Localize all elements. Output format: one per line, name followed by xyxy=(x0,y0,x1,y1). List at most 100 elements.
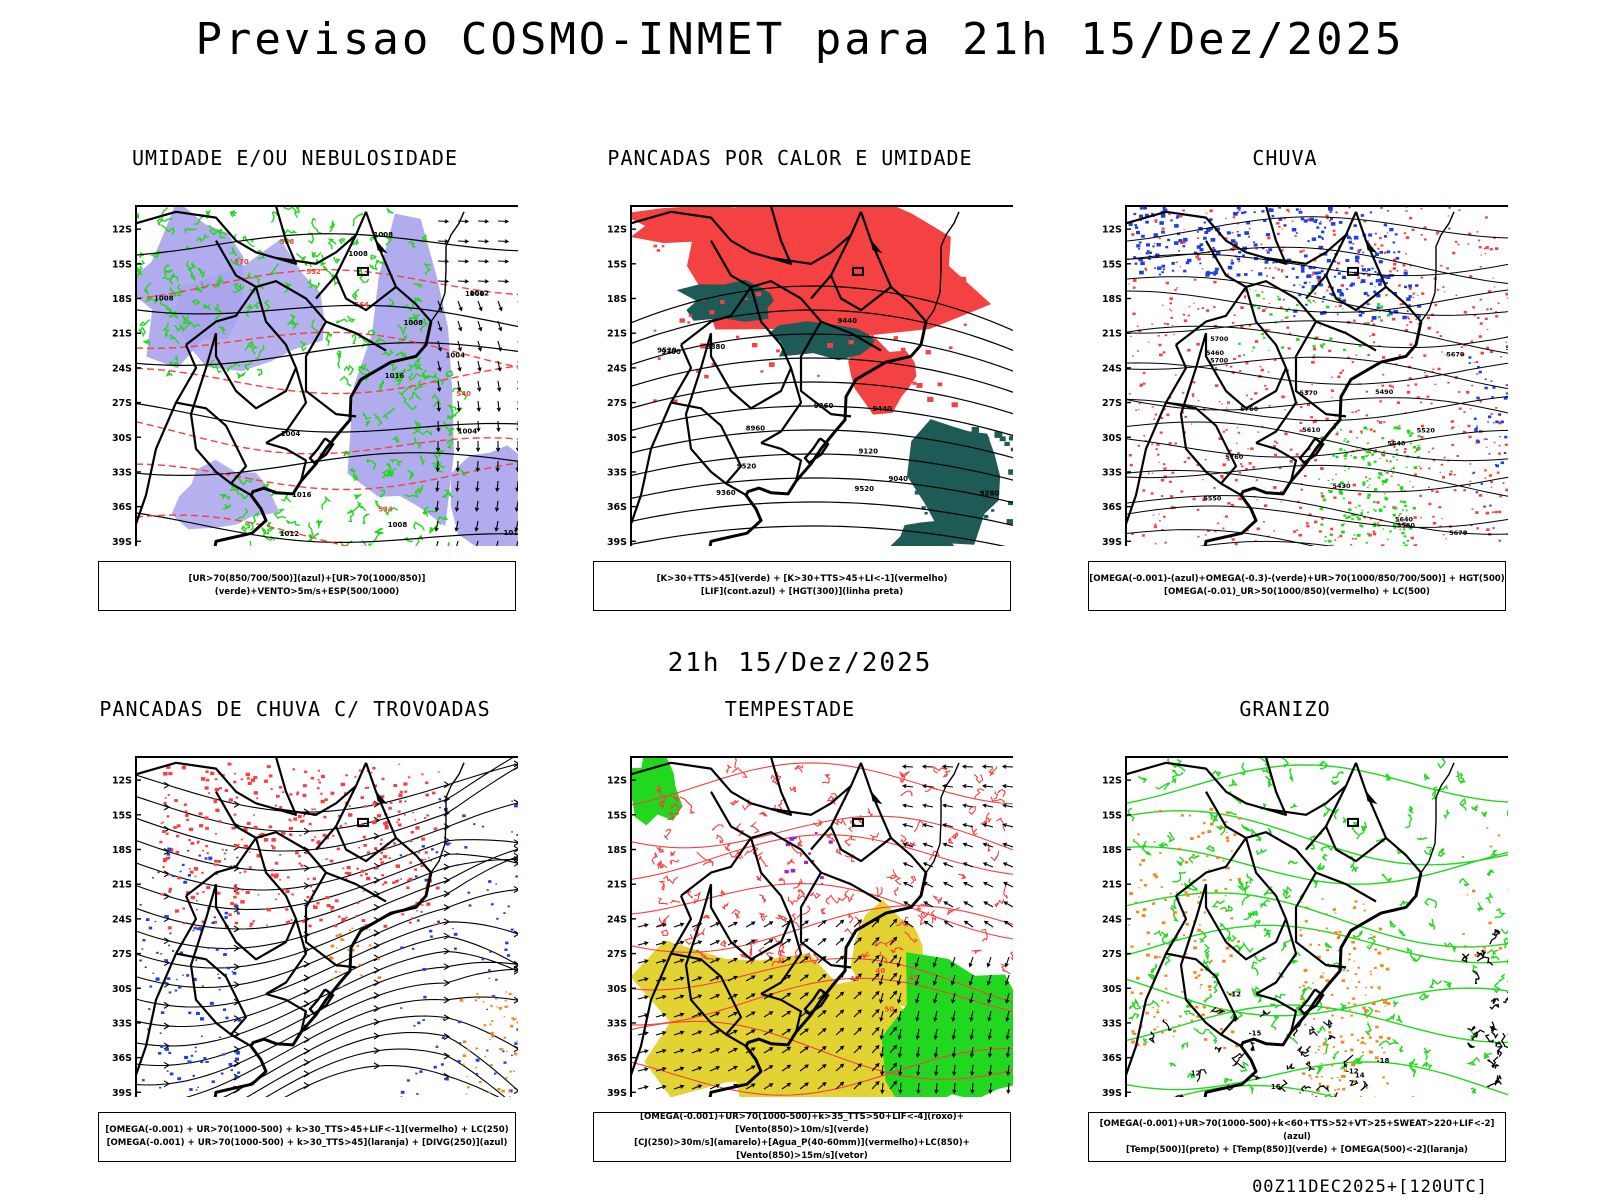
field-cell xyxy=(1210,959,1213,962)
field-cell xyxy=(1497,834,1501,837)
wind-vector xyxy=(496,400,501,413)
field-cell xyxy=(1373,460,1377,463)
field-cell xyxy=(318,847,321,849)
field-cell xyxy=(1486,308,1489,311)
field-cell xyxy=(1320,344,1324,347)
field-cell xyxy=(224,858,226,860)
field-cell xyxy=(1157,266,1162,270)
field-cell xyxy=(1498,510,1502,514)
field-cell xyxy=(1378,279,1383,283)
field-cell xyxy=(1316,275,1321,280)
field-cell xyxy=(183,880,188,884)
border-line xyxy=(1165,952,1242,1048)
field-cell xyxy=(389,801,393,804)
contour-line xyxy=(1356,826,1365,840)
wind-vector xyxy=(1002,881,1013,888)
field-cell xyxy=(1477,239,1481,242)
contour-line xyxy=(250,238,256,243)
field-cell xyxy=(1320,436,1324,439)
contour-line xyxy=(222,503,232,510)
field-cell xyxy=(1164,974,1168,977)
contour-line xyxy=(1172,1084,1338,1097)
contour-line xyxy=(1227,934,1237,943)
contour-label: 552 xyxy=(306,268,321,276)
field-cell xyxy=(916,383,923,388)
field-cell xyxy=(1254,392,1258,395)
contour-line xyxy=(1502,991,1508,1004)
field-cell xyxy=(228,798,233,802)
field-cell xyxy=(1280,249,1284,252)
lat-label: 12S xyxy=(607,776,627,787)
field-cell xyxy=(1318,222,1322,225)
field-cell xyxy=(1458,407,1462,410)
lat-label: 15S xyxy=(112,259,132,270)
field-cell xyxy=(873,315,880,321)
wind-vector xyxy=(457,279,470,284)
field-cell xyxy=(1321,300,1324,303)
streamline-arrow xyxy=(373,966,381,974)
field-cell xyxy=(399,800,402,803)
field-cell xyxy=(1405,505,1408,507)
field-cell xyxy=(439,806,441,809)
contour-line xyxy=(899,770,910,779)
contour-line xyxy=(735,851,742,860)
field-cell xyxy=(1307,292,1309,294)
field-cell xyxy=(1178,239,1183,243)
streamline-arrow xyxy=(513,960,518,968)
wind-vector xyxy=(476,400,481,413)
field-cell xyxy=(1389,460,1392,463)
field-cell xyxy=(1311,285,1317,289)
field-cell xyxy=(1273,486,1277,489)
field-cell xyxy=(440,1063,444,1066)
field-cell xyxy=(356,867,359,870)
field-cell xyxy=(1320,467,1324,470)
field-cell xyxy=(1268,329,1271,331)
streamline xyxy=(136,848,518,950)
field-cell xyxy=(1220,438,1223,440)
field-cell xyxy=(403,814,406,816)
field-cell xyxy=(1485,438,1488,441)
field-cell xyxy=(1321,236,1324,239)
field-cell xyxy=(1271,276,1275,279)
field-cell xyxy=(435,851,439,854)
wind-vector xyxy=(1005,1010,1010,1022)
field-cell xyxy=(1357,276,1361,279)
island xyxy=(375,791,388,805)
field-cell xyxy=(393,784,397,787)
field-cell xyxy=(1219,825,1223,828)
field-cell xyxy=(1351,411,1354,414)
wind-vector xyxy=(727,1047,738,1054)
field-cell xyxy=(456,864,459,867)
field-cell xyxy=(1201,307,1204,309)
field-cell xyxy=(1369,970,1372,973)
field-cell xyxy=(1147,472,1150,475)
field-cell xyxy=(1288,307,1290,309)
coastline xyxy=(1203,872,1423,1097)
field-cell xyxy=(1254,340,1259,343)
field-cell xyxy=(1416,396,1420,399)
lat-label: 24S xyxy=(112,914,132,925)
field-cell xyxy=(1283,224,1287,227)
field-cell xyxy=(340,938,344,941)
field-cell xyxy=(296,793,299,796)
field-cell xyxy=(228,913,232,917)
contour-line xyxy=(667,811,675,821)
legend-line: [LIF](cont.azul) + [HGT(300)](linha pret… xyxy=(700,587,904,597)
field-cell xyxy=(1236,442,1238,444)
field-cell xyxy=(704,374,709,379)
border-line xyxy=(1204,837,1288,961)
contour-line xyxy=(165,370,173,377)
field-cell xyxy=(330,956,334,960)
field-cell xyxy=(1307,403,1310,407)
field-cell xyxy=(1312,345,1316,348)
field-cell xyxy=(1478,246,1482,249)
field-cell xyxy=(400,1007,403,1009)
field-cell xyxy=(1424,238,1427,241)
field-cell xyxy=(1331,389,1334,392)
field-cell xyxy=(1379,237,1382,240)
field-cell xyxy=(1310,288,1313,291)
field-cell xyxy=(358,963,361,966)
field-cell xyxy=(1347,356,1350,359)
field-cell xyxy=(342,867,345,870)
